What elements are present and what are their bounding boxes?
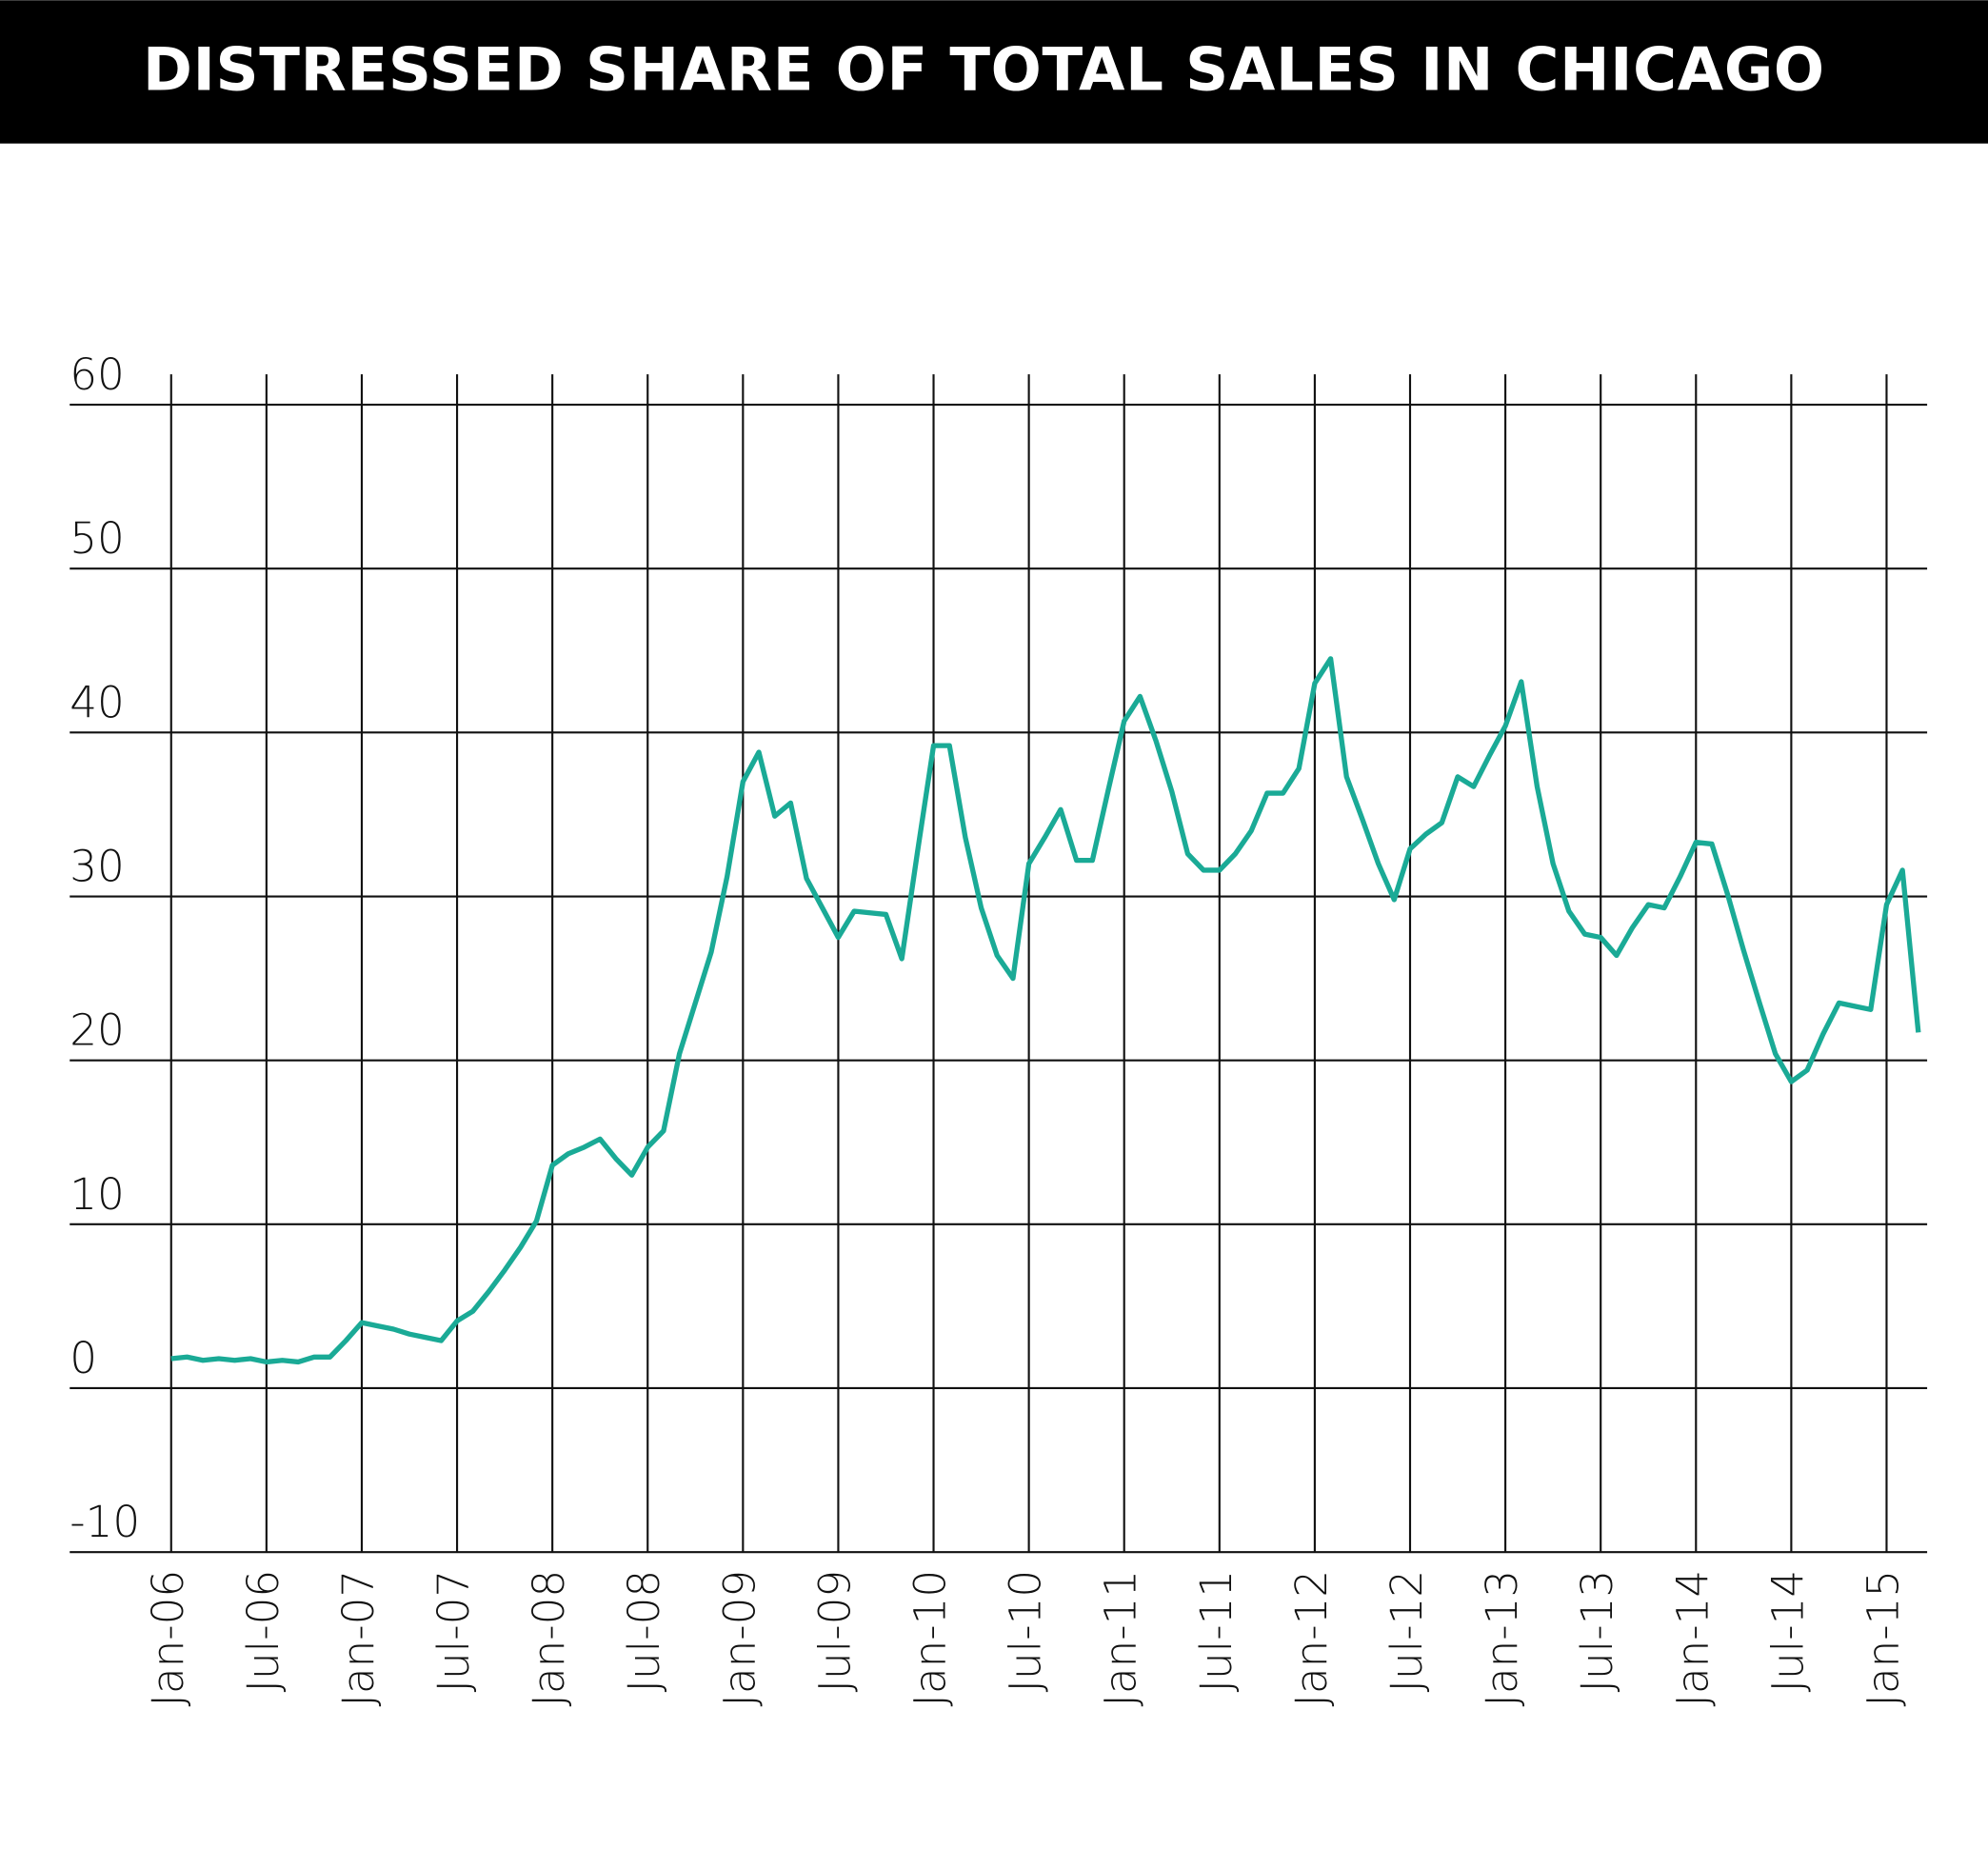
x-tick-label: Jul-14	[1762, 1570, 1813, 1693]
y-tick-label: 20	[70, 1005, 125, 1056]
x-tick-label: Jan-08	[524, 1570, 574, 1707]
y-tick-label: 30	[70, 842, 125, 892]
x-tick-label: Jul-08	[619, 1570, 669, 1693]
y-tick-label: 60	[70, 349, 125, 400]
y-tick-label: -10	[70, 1497, 140, 1547]
x-tick-label: Jul-11	[1191, 1570, 1242, 1693]
x-tick-label: Jan-06	[143, 1570, 193, 1707]
y-tick-label: 40	[70, 677, 125, 727]
x-tick-label: Jul-07	[428, 1570, 479, 1693]
title-bar	[0, 0, 1988, 144]
x-tick-label: Jan-07	[333, 1570, 384, 1707]
data-line	[170, 656, 1921, 1365]
chart-title: DISTRESSED SHARE OF TOTAL SALES IN CHICA…	[143, 35, 1825, 105]
x-tick-label: Jul-06	[238, 1570, 288, 1693]
x-tick-label: Jan-12	[1286, 1570, 1337, 1707]
x-tick-label: Jan-14	[1667, 1570, 1718, 1707]
x-tick-label: Jul-13	[1572, 1570, 1622, 1693]
x-tick-label: Jan-10	[905, 1570, 956, 1707]
y-tick-label: 0	[70, 1333, 97, 1383]
x-tick-label: Jan-15	[1858, 1570, 1908, 1707]
x-tick-label: Jul-10	[1001, 1570, 1051, 1693]
x-tick-label: Jul-09	[809, 1570, 860, 1693]
x-tick-label: Jan-13	[1477, 1570, 1527, 1707]
x-tick-label: Jul-12	[1382, 1570, 1432, 1693]
x-tick-label: Jan-11	[1096, 1570, 1146, 1707]
y-tick-label: 10	[70, 1169, 125, 1220]
y-tick-label: 50	[70, 513, 125, 564]
x-tick-label: Jan-09	[714, 1570, 765, 1707]
